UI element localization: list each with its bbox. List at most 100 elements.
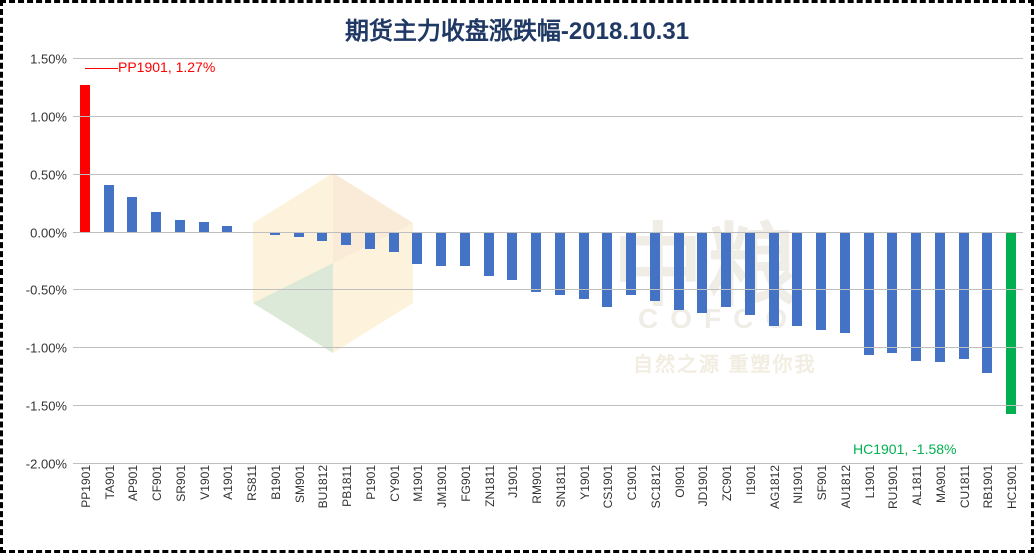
- x-tick-label: AU1812: [839, 465, 853, 508]
- x-tick-label: RS811: [245, 465, 259, 501]
- bar-slot: [477, 58, 501, 463]
- bar-slot: [382, 58, 406, 463]
- x-tick-label: SR901: [174, 465, 188, 502]
- bar-slot: [334, 58, 358, 463]
- x-tick-label: FG901: [459, 465, 473, 502]
- x-tick-label: NI1901: [791, 465, 805, 504]
- bar-slot: [73, 58, 97, 463]
- y-tick-label: 1.50%: [30, 52, 67, 67]
- bar-slot: [999, 58, 1023, 463]
- bar-slot: [643, 58, 667, 463]
- bar-slot: [144, 58, 168, 463]
- x-tick-label: C1901: [625, 465, 639, 500]
- x-tick-label: PP1901: [79, 465, 93, 508]
- bar-slot: [596, 58, 620, 463]
- bar: [745, 232, 755, 315]
- bar-slot: [311, 58, 335, 463]
- bar: [104, 185, 114, 231]
- x-tick-label: OI901: [673, 465, 687, 498]
- bar: [175, 220, 185, 232]
- y-tick-label: -2.00%: [26, 457, 67, 472]
- x-tick-label: TA901: [103, 465, 117, 499]
- x-tick-label: CF901: [150, 465, 164, 501]
- bar: [1006, 232, 1016, 415]
- bar: [460, 232, 470, 267]
- x-tick-label: RU1901: [886, 465, 900, 509]
- y-tick-label: 0.50%: [30, 167, 67, 182]
- plot-area: -2.00%-1.50%-1.00%-0.50%0.00%0.50%1.00%1…: [73, 58, 1023, 463]
- bar-slot: [501, 58, 525, 463]
- bar: [341, 232, 351, 246]
- bar: [151, 212, 161, 232]
- bar-slot: [762, 58, 786, 463]
- callout-min: HC1901, -1.58%: [853, 441, 957, 457]
- grid-line: -1.50%: [73, 405, 1023, 406]
- bar-slot: [667, 58, 691, 463]
- x-tick-label: JD1901: [696, 465, 710, 506]
- y-tick-label: -0.50%: [26, 283, 67, 298]
- x-tick-label: BU1812: [316, 465, 330, 508]
- bar: [959, 232, 969, 359]
- bar: [602, 232, 612, 307]
- bar: [317, 232, 327, 241]
- bars-container: [73, 58, 1023, 463]
- bar: [555, 232, 565, 296]
- bar-slot: [97, 58, 121, 463]
- bar: [769, 232, 779, 327]
- x-tick-label: PB1811: [340, 465, 354, 507]
- bar-slot: [572, 58, 596, 463]
- bar-slot: [738, 58, 762, 463]
- bar-slot: [809, 58, 833, 463]
- y-tick-label: 0.00%: [30, 225, 67, 240]
- x-tick-label: ZN1811: [483, 465, 497, 507]
- bar-slot: [833, 58, 857, 463]
- y-tick-label: -1.00%: [26, 341, 67, 356]
- bar-slot: [453, 58, 477, 463]
- x-tick-label: AL1811: [910, 465, 924, 505]
- x-tick-label: ZC901: [720, 465, 734, 501]
- x-tick-label: CU1811: [958, 465, 972, 508]
- bar: [816, 232, 826, 330]
- bar: [484, 232, 494, 276]
- x-tick-label: JM1901: [435, 465, 449, 508]
- bar-slot: [691, 58, 715, 463]
- chart-frame: 中粮 COFCO 自然之源 重塑你我 期货主力收盘涨跌幅-2018.10.31 …: [0, 0, 1034, 553]
- bar: [887, 232, 897, 354]
- bar-slot: [976, 58, 1000, 463]
- grid-line: 0.50%: [73, 174, 1023, 175]
- x-axis-labels: PP1901TA901AP901CF901SR901V1901A1901RS81…: [73, 465, 1023, 550]
- bar: [127, 197, 137, 232]
- bar-slot: [263, 58, 287, 463]
- bar: [412, 232, 422, 264]
- bar: [199, 222, 209, 231]
- x-tick-label: AG1812: [768, 465, 782, 509]
- grid-line: -0.50%: [73, 289, 1023, 290]
- x-tick-label: SF901: [815, 465, 829, 500]
- bar: [365, 232, 375, 249]
- x-tick-label: SC1812: [649, 465, 663, 508]
- bar-slot: [192, 58, 216, 463]
- bar: [792, 232, 802, 327]
- x-tick-label: MA901: [934, 465, 948, 503]
- chart-title: 期货主力收盘涨跌幅-2018.10.31: [3, 11, 1031, 46]
- bar-slot: [524, 58, 548, 463]
- bar: [389, 232, 399, 253]
- bar-slot: [714, 58, 738, 463]
- x-tick-label: V1901: [198, 465, 212, 500]
- grid-line: 1.50%: [73, 58, 1023, 59]
- x-tick-label: M1901: [411, 465, 425, 502]
- y-tick-label: -1.50%: [26, 399, 67, 414]
- bar-slot: [287, 58, 311, 463]
- bar-slot: [406, 58, 430, 463]
- bar: [507, 232, 517, 281]
- bar: [982, 232, 992, 373]
- x-tick-label: RB1901: [981, 465, 995, 508]
- callout-leader: [85, 68, 118, 69]
- bar: [674, 232, 684, 311]
- bar-slot: [904, 58, 928, 463]
- bar-slot: [429, 58, 453, 463]
- bar: [436, 232, 446, 267]
- bar: [864, 232, 874, 356]
- y-tick-label: 1.00%: [30, 109, 67, 124]
- bar: [935, 232, 945, 363]
